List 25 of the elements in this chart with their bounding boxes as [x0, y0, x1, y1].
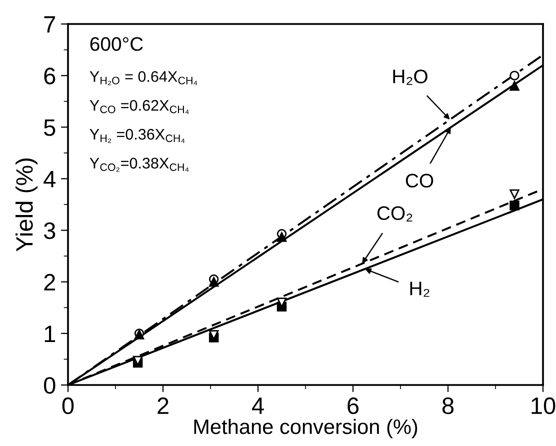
annotation: Y$_{CO₂}$=0.38X$_{CH₄}$: [90, 158, 189, 172]
y-tick-label: 7: [44, 16, 56, 33]
annotation: Y$_{CO}$ =0.62X$_{CH₄}$: [90, 100, 189, 114]
y-tick-label: 2: [44, 274, 56, 290]
x-tick-label: 8: [442, 397, 454, 414]
legend-label: CO: [406, 174, 434, 188]
y-tick-label: 3: [44, 222, 56, 240]
x-tick-label: 2: [158, 397, 168, 414]
annotation: 600°C: [90, 37, 143, 51]
y-tick-label: 4: [44, 171, 56, 188]
x-tick-label: 10: [532, 397, 556, 414]
annotation: Y$_{H₂O}$ = 0.64X$_{CH₄}$: [90, 71, 198, 86]
series-label: CO₂: [377, 206, 412, 222]
x-tick-label: 4: [252, 398, 264, 414]
annotation: Y$_{H₂}$ =0.36X$_{CH₄}$: [90, 128, 185, 143]
y-axis-title: Yield (%): [16, 158, 38, 252]
text: H₂O: [393, 70, 428, 85]
x-axis-title: Methane conversion (%): [194, 418, 418, 438]
x-tick-label: 6: [348, 397, 359, 414]
series-label: H₂: [410, 282, 430, 297]
y-tick-label: 0: [44, 377, 56, 394]
x-tick-label: 0: [62, 397, 74, 414]
y-tick-label: 1: [44, 326, 56, 342]
y-tick-label: 5: [44, 119, 56, 136]
y-tick-label: 6: [44, 68, 56, 84]
